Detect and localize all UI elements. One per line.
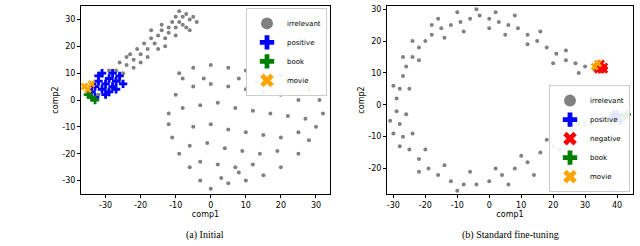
svg-text:irrelevant: irrelevant — [287, 20, 321, 28]
svg-text:0: 0 — [376, 101, 381, 110]
svg-text:comp2: comp2 — [51, 86, 60, 113]
svg-text:-10: -10 — [451, 201, 464, 210]
svg-text:-10: -10 — [368, 132, 381, 141]
svg-text:-30: -30 — [99, 201, 112, 210]
svg-text:-10: -10 — [62, 123, 75, 132]
svg-text:0: 0 — [487, 201, 492, 210]
svg-text:(b) Standard fine-tuning: (b) Standard fine-tuning — [462, 229, 559, 241]
svg-text:movie: movie — [590, 173, 612, 181]
svg-text:10: 10 — [371, 69, 381, 78]
svg-text:10: 10 — [65, 69, 75, 78]
svg-text:30: 30 — [371, 5, 381, 14]
svg-text:negative: negative — [590, 135, 621, 143]
svg-text:30: 30 — [580, 201, 590, 210]
svg-text:0: 0 — [70, 96, 75, 105]
svg-text:10: 10 — [241, 201, 251, 210]
svg-text:20: 20 — [548, 201, 558, 210]
svg-text:20: 20 — [276, 201, 286, 210]
svg-text:comp1: comp1 — [192, 210, 219, 219]
svg-text:-20: -20 — [419, 201, 432, 210]
svg-text:20: 20 — [371, 37, 381, 46]
svg-text:-20: -20 — [134, 201, 147, 210]
svg-text:book: book — [590, 154, 608, 162]
svg-text:comp2: comp2 — [357, 86, 366, 113]
svg-text:-20: -20 — [368, 164, 381, 173]
svg-text:-30: -30 — [387, 201, 400, 210]
svg-text:(a) Initial: (a) Initial — [186, 229, 224, 241]
svg-text:book: book — [287, 58, 305, 66]
svg-text:10: 10 — [516, 201, 526, 210]
svg-text:-20: -20 — [62, 150, 75, 159]
svg-text:0: 0 — [208, 201, 213, 210]
svg-text:positive: positive — [287, 39, 314, 47]
svg-text:-30: -30 — [62, 176, 75, 185]
svg-text:30: 30 — [65, 15, 75, 24]
svg-text:40: 40 — [612, 201, 622, 210]
svg-text:30: 30 — [311, 201, 321, 210]
svg-text:irrelevant: irrelevant — [590, 97, 624, 105]
svg-text:20: 20 — [65, 42, 75, 51]
svg-text:comp1: comp1 — [496, 210, 523, 219]
svg-text:movie: movie — [287, 77, 309, 85]
svg-text:positive: positive — [590, 116, 617, 124]
svg-text:-10: -10 — [169, 201, 182, 210]
